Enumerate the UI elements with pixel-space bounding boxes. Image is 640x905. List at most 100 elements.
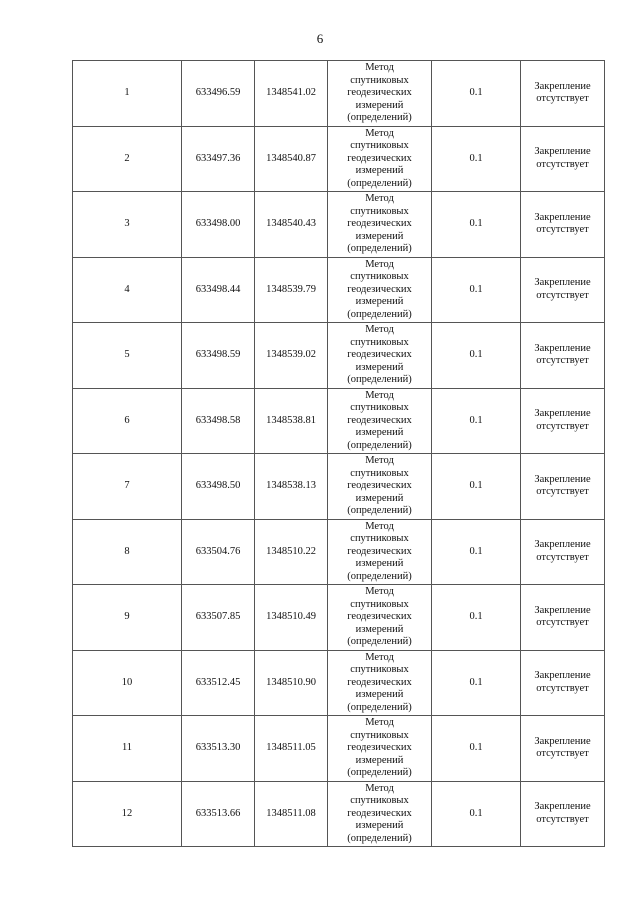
coord-x: 633498.59 (181, 322, 255, 389)
coord-y: 1348510.90 (254, 649, 328, 716)
method-line: измерений (355, 820, 404, 831)
fixing-description: Закрепление отсутствует (520, 125, 605, 192)
point-number: 8 (72, 518, 182, 585)
coord-y: 1348538.13 (254, 453, 328, 520)
accuracy: 0.1 (431, 780, 521, 847)
point-number: 1 (72, 60, 182, 127)
coord-y: 1348539.02 (254, 322, 328, 389)
method-line: спутниковых (350, 664, 409, 675)
method-line: Метод (365, 782, 394, 794)
method-cell: Метод спутниковых геодезических измерений (о… (327, 191, 432, 258)
coord-x: 633507.85 (181, 584, 255, 651)
table-row: 2 633497.36 1348540.87 Метод спутниковых геод… (72, 125, 605, 192)
accuracy: 0.1 (431, 60, 521, 127)
method-cell: Метод спутниковых геодезических измерений (о… (327, 125, 432, 192)
point-number: 9 (72, 584, 182, 651)
table-row: 11 633513.30 1348511.05 Метод спутниковых гео… (72, 715, 605, 782)
method-cell: Метод спутниковых геодезических измерений (о… (327, 715, 432, 782)
coord-x: 633498.00 (181, 191, 255, 258)
method-cell: Метод спутниковых геодезических измерений (о… (327, 60, 432, 127)
method-line: Метод (365, 258, 394, 270)
method-line: спутниковых (350, 467, 409, 479)
method-line: (определений) (347, 243, 412, 254)
point-number: 2 (72, 125, 182, 192)
accuracy: 0.1 (431, 584, 521, 651)
method-line: спутниковых (350, 795, 409, 806)
coord-x: 633512.45 (181, 649, 255, 716)
method-line: измерений (355, 689, 404, 700)
fixing-description: Закрепление отсутствует (520, 518, 605, 585)
method-line: (определений) (347, 767, 412, 778)
method-line: измерений (355, 230, 404, 242)
coord-y: 1348510.49 (254, 584, 328, 651)
method-line: геодезических (347, 152, 412, 164)
method-line: спутниковых (350, 729, 409, 741)
method-line: геодезических (347, 414, 412, 426)
method-line: измерений (355, 361, 404, 373)
fixing-description: Закрепление отсутствует (520, 322, 605, 389)
coord-y: 1348510.22 (254, 518, 328, 585)
fixing-description: Закрепление отсутствует (520, 256, 605, 323)
method-cell: Метод спутниковых геодезических измерений (о… (327, 322, 432, 389)
method-line: (определений) (347, 701, 412, 713)
table-row: 3 633498.00 1348540.43 Метод спутниковых геод… (72, 191, 605, 258)
method-line: (определений) (347, 505, 412, 516)
point-number: 7 (72, 453, 182, 520)
coordinates-table: 1 633496.59 1348541.02 Метод спутниковых геод… (72, 60, 605, 847)
point-number: 5 (72, 322, 182, 389)
method-line: измерений (355, 427, 404, 438)
fixing-description: Закрепление отсутствует (520, 191, 605, 258)
method-line: измерений (355, 99, 404, 111)
point-number: 6 (72, 387, 182, 454)
point-number: 4 (72, 256, 182, 323)
method-line: геодезических (347, 676, 412, 688)
coord-x: 633498.50 (181, 453, 255, 520)
coord-y: 1348541.02 (254, 60, 328, 127)
accuracy: 0.1 (431, 256, 521, 323)
accuracy: 0.1 (431, 715, 521, 782)
method-line: геодезических (347, 742, 412, 753)
method-line: геодезических (347, 611, 412, 622)
fixing-description: Закрепление отсутствует (520, 387, 605, 454)
accuracy: 0.1 (431, 322, 521, 389)
method-line: Метод (365, 717, 394, 728)
fixing-description: Закрепление отсутствует (520, 60, 605, 127)
coord-y: 1348539.79 (254, 256, 328, 323)
page-number: 6 (316, 31, 324, 46)
table-row: 1 633496.59 1348541.02 Метод спутниковых геод… (72, 60, 605, 127)
method-cell: Метод спутниковых геодезических измерений (о… (327, 387, 432, 454)
point-number: 10 (72, 649, 182, 716)
table-row: 5 633498.59 1348539.02 Метод спутниковых геод… (72, 322, 605, 389)
method-cell: Метод спутниковых геодезических измерений (о… (327, 649, 432, 716)
coord-y: 1348540.43 (254, 191, 328, 258)
method-line: Метод (365, 389, 394, 401)
fixing-description: Закрепление отсутствует (520, 780, 605, 847)
method-cell: Метод спутниковых геодезических измерений (о… (327, 518, 432, 585)
method-line: (определений) (347, 112, 412, 123)
coord-x: 633498.58 (181, 387, 255, 454)
method-line: геодезических (347, 545, 412, 557)
fixing-description: Закрепление отсутствует (520, 715, 605, 782)
accuracy: 0.1 (431, 125, 521, 192)
fixing-description: Закрепление отсутствует (520, 453, 605, 520)
method-line: (определений) (347, 374, 412, 385)
coord-x: 633497.36 (181, 125, 255, 192)
point-number: 12 (72, 780, 182, 847)
coord-y: 1348511.08 (254, 780, 328, 847)
point-number: 3 (72, 191, 182, 258)
coord-x: 633513.66 (181, 780, 255, 847)
coord-x: 633504.76 (181, 518, 255, 585)
method-line: спутниковых (350, 140, 409, 151)
table-row: 8 633504.76 1348510.22 Метод спутниковых геод… (72, 518, 605, 585)
method-line: (определений) (347, 439, 412, 451)
table-row: 7 633498.50 1348538.13 Метод спутниковых геод… (72, 453, 605, 520)
method-line: спутниковых (350, 533, 409, 544)
coord-y: 1348538.81 (254, 387, 328, 454)
coord-y: 1348540.87 (254, 125, 328, 192)
coord-x: 633496.59 (181, 60, 255, 127)
table-row: 9 633507.85 1348510.49 Метод спутниковых геод… (72, 584, 605, 651)
method-line: измерений (355, 558, 404, 569)
method-cell: Метод спутниковых геодезических измерений (о… (327, 780, 432, 847)
method-line: спутниковых (350, 402, 409, 413)
fixing-description: Закрепление отсутствует (520, 649, 605, 716)
